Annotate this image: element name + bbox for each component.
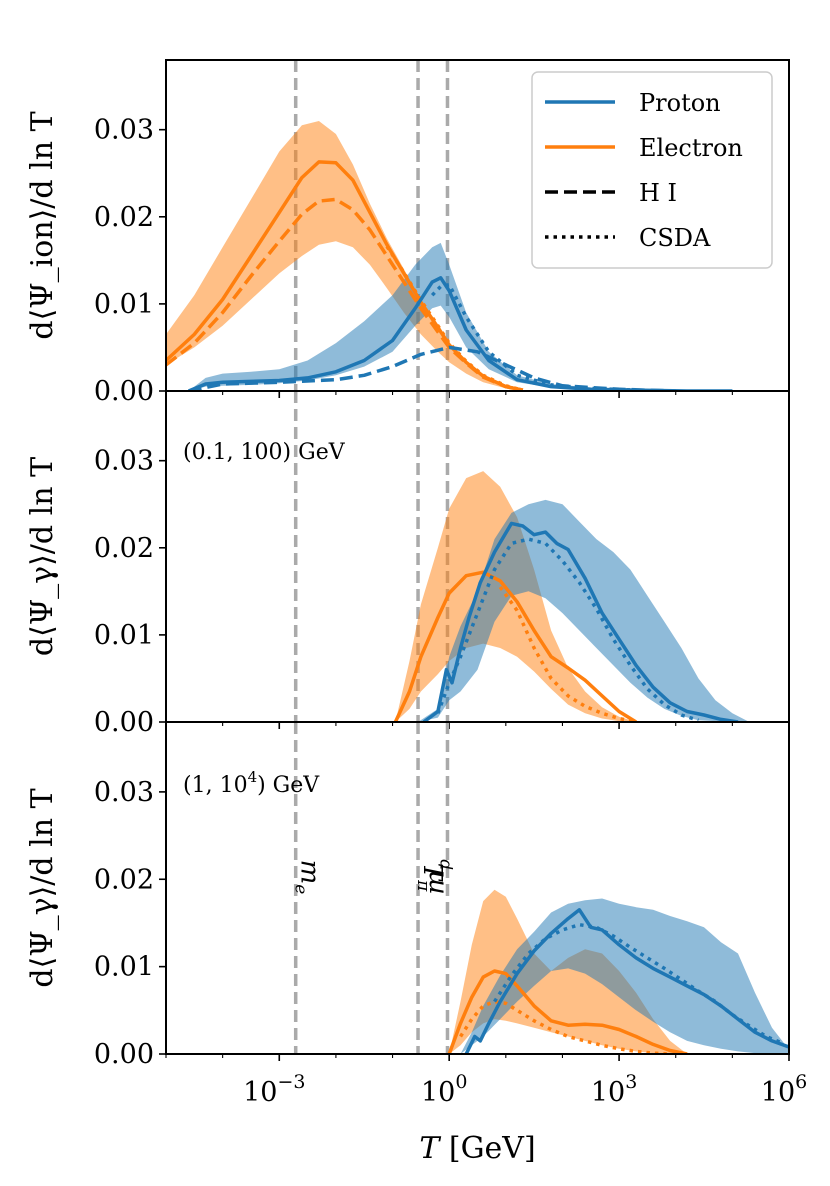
legend-label-1: Electron xyxy=(639,134,743,162)
ytick-label-1: 0.01 xyxy=(94,620,154,651)
line-proton xyxy=(422,521,739,722)
xtick-exp: 0 xyxy=(455,1071,467,1093)
ytick-label-3: 0.03 xyxy=(94,115,154,146)
ytick-label-2: 0.02 xyxy=(94,202,154,233)
xtick-exp: 3 xyxy=(625,1071,637,1093)
xtick-label-2: 103 xyxy=(591,1071,637,1108)
line-proton-h-i xyxy=(188,345,676,391)
ytick-label-2: 0.02 xyxy=(94,533,154,564)
line-electron-csda xyxy=(459,999,671,1054)
line-proton-csda xyxy=(430,282,637,391)
ytick-label-3: 0.03 xyxy=(94,777,154,808)
legend-label-0: Proton xyxy=(639,89,721,117)
band-electron-band xyxy=(395,471,637,722)
plot-area xyxy=(293,722,789,1054)
ylabel: d⟨Ψ_γ⟩/d ln T xyxy=(25,788,60,987)
xtick-label-0: 10−3 xyxy=(243,1071,305,1108)
line-electron-csda xyxy=(385,245,524,391)
xtick-label-1: 100 xyxy=(421,1071,467,1108)
ytick-label-1: 0.01 xyxy=(94,952,154,983)
legend-label-2: H I xyxy=(639,179,677,207)
vline-label-main: m xyxy=(420,870,450,895)
annotation-tail: ) GeV xyxy=(257,773,320,798)
vline-label-sub: p xyxy=(434,859,454,870)
line-electron xyxy=(393,570,638,722)
legend: Proton Electron H I CSDA xyxy=(531,71,773,269)
band-proton-band xyxy=(460,898,789,1054)
vline-label-sub: e xyxy=(291,884,311,894)
vline-label-main: m xyxy=(295,860,325,885)
panel-annotation: (0.1, 100) GeV xyxy=(183,440,346,465)
xtick-label-3: 106 xyxy=(761,1071,807,1108)
line-electron-csda xyxy=(498,585,637,722)
band-proton-band xyxy=(418,499,750,722)
panel-top: 0.00 0.01 0.02 0.03 d⟨Ψ_ion⟩/d ln T Proton Ele… xyxy=(25,59,790,407)
vline-label-sub: π xyxy=(413,879,433,892)
panel-bottom: 0.00 0.01 0.02 0.03 d⟨Ψ_γ⟩/d ln T (1, 104) Ge… xyxy=(25,721,807,1166)
annotation-sup: 4 xyxy=(248,768,258,786)
line-electron xyxy=(447,969,688,1054)
vline-label-2: mp xyxy=(420,859,454,895)
plot-area xyxy=(166,60,733,391)
ytick-label-0: 0.00 xyxy=(94,707,154,738)
ytick-label-3: 0.03 xyxy=(94,446,154,477)
vline-label-1: Tπ xyxy=(413,863,447,892)
xtick-exp: −3 xyxy=(277,1071,305,1093)
xtick-base: 10 xyxy=(761,1077,795,1108)
xlabel: T [GeV] xyxy=(419,1131,535,1166)
ytick-label-2: 0.02 xyxy=(94,864,154,895)
ylabel: d⟨Ψ_γ⟩/d ln T xyxy=(25,457,60,656)
panel-middle: 0.00 0.01 0.02 0.03 d⟨Ψ_γ⟩/d ln T (0.1, 100) … xyxy=(25,390,790,738)
xtick-base: 10 xyxy=(421,1077,455,1108)
panel-annotation: (1, 104) GeV xyxy=(183,768,320,798)
xlabel-var: T xyxy=(419,1131,441,1166)
ytick-label-1: 0.01 xyxy=(94,289,154,320)
xlabel-unit: [GeV] xyxy=(439,1131,535,1166)
band-electron-band xyxy=(449,889,688,1054)
vline-label-main: T xyxy=(417,863,447,882)
axes-frame xyxy=(165,721,790,1055)
xtick-base: 10 xyxy=(591,1077,625,1108)
ytick-label-0: 0.00 xyxy=(94,376,154,407)
vline-label-0: me xyxy=(291,860,325,895)
legend-frame xyxy=(531,71,773,269)
ytick-label-0: 0.00 xyxy=(94,1039,154,1070)
line-electron xyxy=(166,160,524,391)
panels: 0.00 0.01 0.02 0.03 d⟨Ψ_ion⟩/d ln T Proton Ele… xyxy=(25,59,807,1166)
plot-area xyxy=(293,391,750,722)
xtick-exp: 6 xyxy=(795,1071,807,1093)
annotation-main: (1, 10 xyxy=(183,773,248,798)
ylabel: d⟨Ψ_ion⟩/d ln T xyxy=(25,111,60,339)
legend-label-3: CSDA xyxy=(639,224,711,252)
xtick-base: 10 xyxy=(243,1077,277,1108)
line-proton-csda xyxy=(493,922,784,1046)
line-electron-h-i xyxy=(166,197,524,391)
